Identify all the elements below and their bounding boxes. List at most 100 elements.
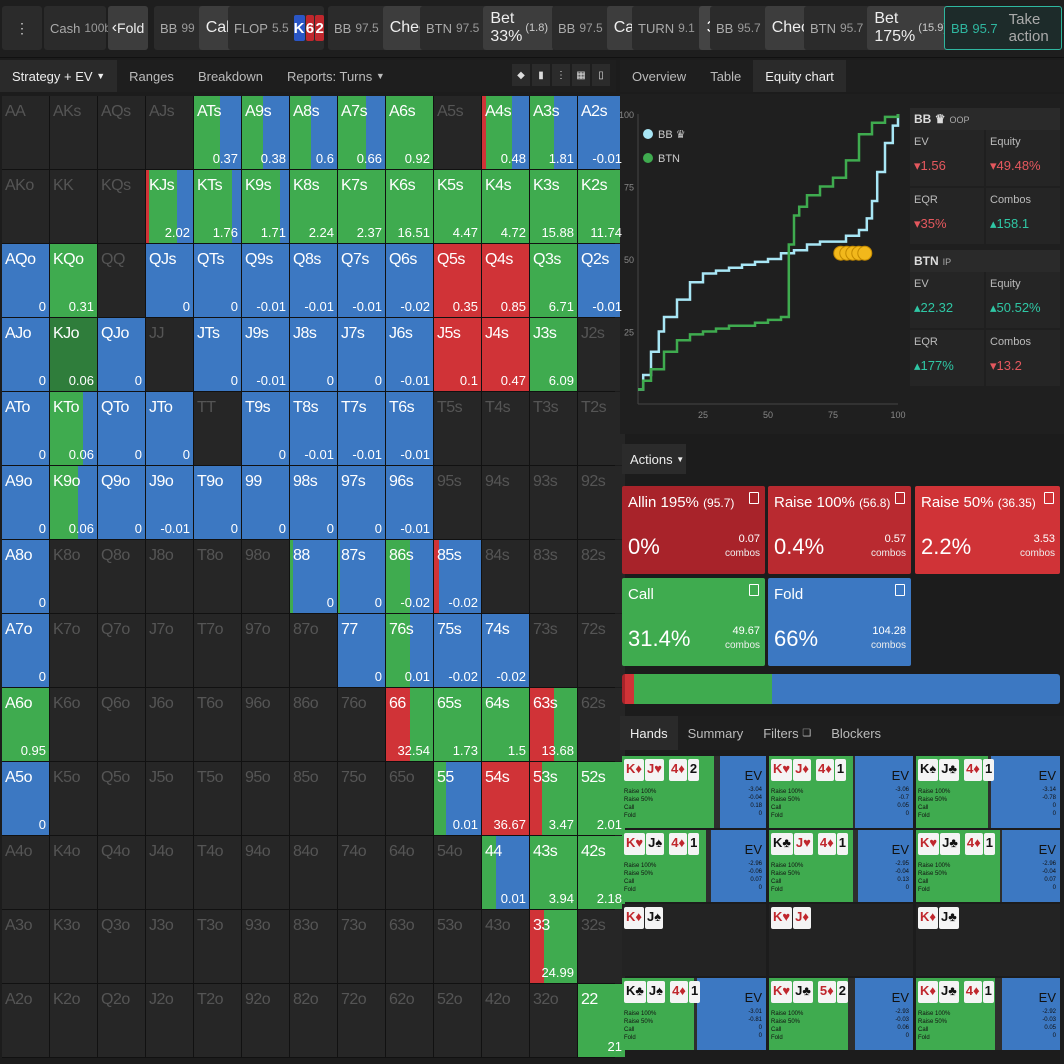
hand-combo-card[interactable]: K♦ J♠ [622, 904, 766, 976]
hand-cell[interactable]: 82s [578, 540, 625, 613]
hand-cell[interactable]: 97s 0 [338, 466, 385, 539]
hand-cell[interactable]: K3s 15.88 [530, 170, 577, 243]
hand-cell[interactable]: T8o [194, 540, 241, 613]
hand-cell[interactable]: Q2o [98, 984, 145, 1057]
hand-cell[interactable]: 32o [530, 984, 577, 1057]
hand-cell[interactable]: J8o [146, 540, 193, 613]
hand-cell[interactable]: A4o [2, 836, 49, 909]
hand-cell[interactable]: JTs 0 [194, 318, 241, 391]
hand-cell[interactable]: 54s 36.67 [482, 762, 529, 835]
hand-cell[interactable]: T6s -0.01 [386, 392, 433, 465]
hand-cell[interactable]: J4s 0.47 [482, 318, 529, 391]
hand-cell[interactable]: K7o [50, 614, 97, 687]
action-box[interactable]: Raise 50% (36.35) 2.2% 3.53 combos [915, 486, 1060, 574]
hand-cell[interactable]: J5o [146, 762, 193, 835]
hand-cell[interactable]: A3s 1.81 [530, 96, 577, 169]
hand-combo-card[interactable]: K♣ J♥ 4♦ 1 EV Raise 100% Raise 50% Call Fold -2.9… [769, 830, 913, 902]
hand-cell[interactable]: 65s 1.73 [434, 688, 481, 761]
notes-icon[interactable] [1044, 492, 1054, 504]
bb-check-node[interactable]: BB 97.5 Check [328, 6, 443, 50]
hand-cell[interactable]: J7o [146, 614, 193, 687]
hand-cell[interactable]: AJs [146, 96, 193, 169]
hand-cell[interactable]: KQo 0.31 [50, 244, 97, 317]
hand-cell[interactable]: T5s [434, 392, 481, 465]
hand-cell[interactable]: 93s [530, 466, 577, 539]
hand-cell[interactable]: 87s 0 [338, 540, 385, 613]
hand-combo-card[interactable]: K♦ J♣ 4♦ 1 EV Raise 100% Raise 50% Call Fold -2.9… [916, 978, 1060, 1050]
hand-cell[interactable]: 75o [338, 762, 385, 835]
hand-cell[interactable]: Q8o [98, 540, 145, 613]
hand-cell[interactable]: Q5o [98, 762, 145, 835]
hand-cell[interactable]: AA [2, 96, 49, 169]
hand-cell[interactable]: J7s 0 [338, 318, 385, 391]
hand-cell[interactable]: AQs [98, 96, 145, 169]
hand-cell[interactable]: A7s 0.66 [338, 96, 385, 169]
compact-icon[interactable]: ⋮ [552, 64, 570, 86]
hand-cell[interactable]: J2s [578, 318, 625, 391]
hand-cell[interactable]: 55 0.01 [434, 762, 481, 835]
hand-cell[interactable]: T4s [482, 392, 529, 465]
bb-call-node[interactable]: BB 99 Call [154, 6, 241, 50]
stack-node[interactable]: Cash 100bb [44, 6, 118, 50]
tab-hands[interactable]: Hands [620, 716, 678, 750]
hand-cell[interactable]: 64s 1.5 [482, 688, 529, 761]
hand-cell[interactable]: 92o [242, 984, 289, 1057]
hand-cell[interactable]: 96o [242, 688, 289, 761]
hand-cell[interactable]: Q4s 0.85 [482, 244, 529, 317]
hand-cell[interactable]: 85o [290, 762, 337, 835]
hand-cell[interactable]: 42s 2.18 [578, 836, 625, 909]
action-box[interactable]: Raise 100% (56.8) 0.4% 0.57 combos [768, 486, 911, 574]
notes-icon[interactable] [895, 584, 905, 596]
hand-cell[interactable]: JTo 0 [146, 392, 193, 465]
hand-cell[interactable]: 53o [434, 910, 481, 983]
hand-combo-card[interactable]: K♥ J♦ [769, 904, 913, 976]
hand-cell[interactable]: Q3o [98, 910, 145, 983]
hand-cell[interactable]: KTs 1.76 [194, 170, 241, 243]
btn-bet-node-2[interactable]: BTN 95.7 Bet 175% (15.9) [804, 6, 955, 50]
hand-combo-card[interactable]: K♥ J♠ 4♦ 1 EV Raise 100% Raise 50% Call Fold -2.9… [622, 830, 766, 902]
hand-cell[interactable]: K6s 16.51 [386, 170, 433, 243]
tab-overview[interactable]: Overview [632, 68, 687, 84]
hand-cell[interactable]: QTs 0 [194, 244, 241, 317]
hand-cell[interactable]: 96s -0.01 [386, 466, 433, 539]
hand-cell[interactable]: A2s -0.01 [578, 96, 625, 169]
hand-cell[interactable]: KTo 0.06 [50, 392, 97, 465]
hand-cell[interactable]: T2s [578, 392, 625, 465]
hand-cell[interactable]: K5s 4.47 [434, 170, 481, 243]
notes-icon[interactable] [895, 492, 905, 504]
hand-cell[interactable]: 95s [434, 466, 481, 539]
hand-cell[interactable]: K9o 0.06 [50, 466, 97, 539]
hand-cell[interactable]: AKs [50, 96, 97, 169]
hand-combo-card[interactable]: K♥ J♣ 4♦ 1 EV Raise 100% Raise 50% Call Fold -2.9… [916, 830, 1060, 902]
hand-cell[interactable]: 83o [290, 910, 337, 983]
hand-cell[interactable]: 87o [290, 614, 337, 687]
hand-cell[interactable]: T7s -0.01 [338, 392, 385, 465]
hand-cell[interactable]: TT [194, 392, 241, 465]
hand-cell[interactable]: 76o [338, 688, 385, 761]
hand-cell[interactable]: 74o [338, 836, 385, 909]
tab-equity-chart[interactable]: Equity chart [753, 60, 846, 92]
hand-cell[interactable]: 83s [530, 540, 577, 613]
tab-ranges[interactable]: Ranges [129, 68, 174, 84]
hand-cell[interactable]: 63o [386, 910, 433, 983]
hand-cell[interactable]: ATs 0.37 [194, 96, 241, 169]
hand-cell[interactable]: T6o [194, 688, 241, 761]
hand-cell[interactable]: 54o [434, 836, 481, 909]
hand-cell[interactable]: 53s 3.47 [530, 762, 577, 835]
card-view-icon[interactable]: ▮ [532, 64, 550, 86]
hand-cell[interactable]: 63s 13.68 [530, 688, 577, 761]
tab-filters[interactable]: Filters ❏ [753, 716, 821, 750]
hand-cell[interactable]: 32s [578, 910, 625, 983]
hand-cell[interactable]: K2o [50, 984, 97, 1057]
hand-cell[interactable]: 84s [482, 540, 529, 613]
menu-button[interactable]: ⋮ [2, 6, 42, 50]
hand-cell[interactable]: AQo 0 [2, 244, 49, 317]
hand-cell[interactable]: QTo 0 [98, 392, 145, 465]
hand-cell[interactable]: 86o [290, 688, 337, 761]
hand-combo-card[interactable]: K♦ J♥ 4♦ 2 EV Raise 100% Raise 50% Call Fold -3.0… [622, 756, 766, 828]
hand-cell[interactable]: T8s -0.01 [290, 392, 337, 465]
hand-cell[interactable]: Q7o [98, 614, 145, 687]
hand-cell[interactable]: KK [50, 170, 97, 243]
hand-cell[interactable]: 42o [482, 984, 529, 1057]
hand-cell[interactable]: T9o 0 [194, 466, 241, 539]
